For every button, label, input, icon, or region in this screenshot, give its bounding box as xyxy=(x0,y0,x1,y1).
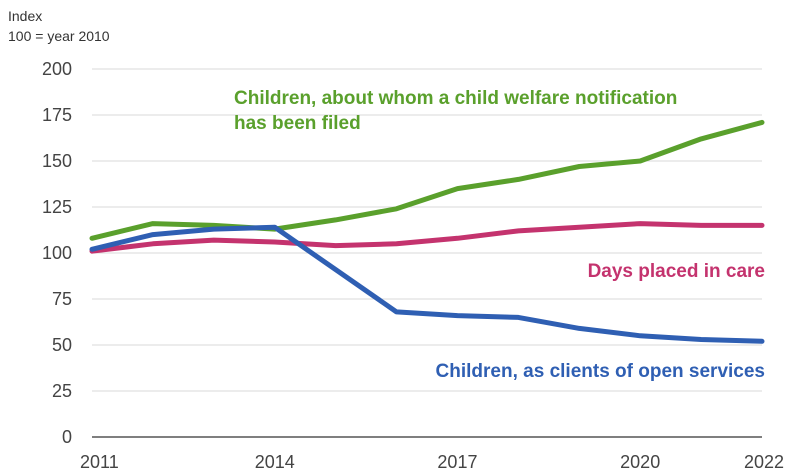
y-tick-label: 75 xyxy=(52,289,72,309)
series-line-notification xyxy=(89,119,765,241)
x-tick-label: 2017 xyxy=(437,452,477,472)
y-tick-label: 50 xyxy=(52,335,72,355)
y-tick-label: 125 xyxy=(42,197,72,217)
x-tick-label: 2022 xyxy=(744,452,784,472)
y-tick-label: 175 xyxy=(42,105,72,125)
y-unit-baseline-label: 100 = year 2010 xyxy=(8,28,110,44)
x-tick-label: 2014 xyxy=(255,452,295,472)
series-label-days-in-care: Days placed in care xyxy=(588,261,765,282)
y-tick-label: 25 xyxy=(52,381,72,401)
series-label-open-services: Children, as clients of open services xyxy=(436,361,765,382)
series-line-days-in-care xyxy=(89,221,765,254)
x-tick-label: 2011 xyxy=(80,452,119,472)
series-line-open-services xyxy=(89,224,765,344)
x-tick-label: 2020 xyxy=(620,452,660,472)
series-label-notification: Children, about whom a child welfare not… xyxy=(234,88,677,109)
y-unit-label: Index xyxy=(8,8,43,24)
y-tick-label: 150 xyxy=(42,151,72,171)
series-label-notification: has been filed xyxy=(234,113,361,134)
y-tick-label: 100 xyxy=(42,243,72,263)
y-tick-label: 0 xyxy=(62,427,72,447)
y-tick-label: 200 xyxy=(42,59,72,79)
